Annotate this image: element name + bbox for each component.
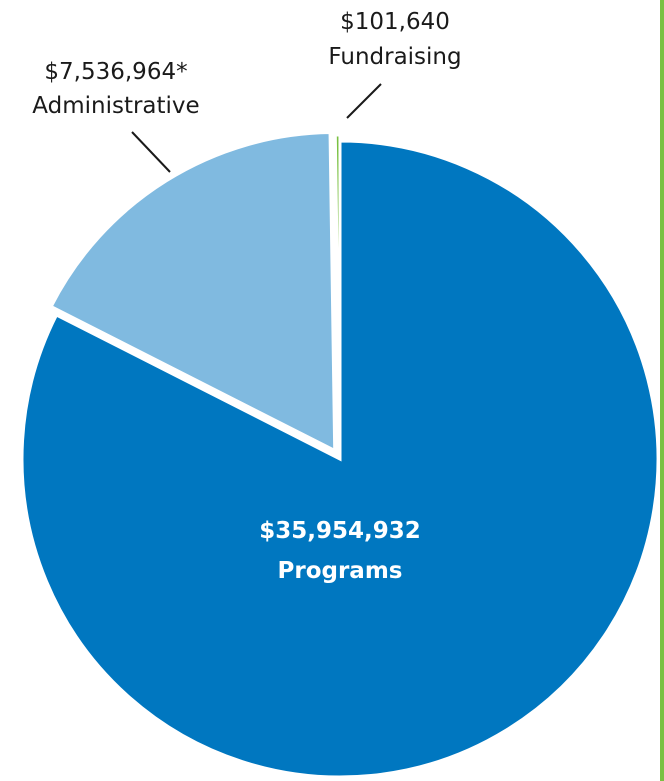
leader-lines xyxy=(131,83,382,173)
fundraising-category-label: Fundraising xyxy=(328,44,461,70)
fundraising-leader-line xyxy=(346,83,382,119)
right-accent-bar xyxy=(660,0,664,781)
fundraising-value-label: $101,640 xyxy=(340,9,450,35)
pie-slice-fundraising xyxy=(333,133,342,454)
administrative-leader-line xyxy=(131,131,171,173)
pie-slice-programs xyxy=(20,139,660,779)
programs-value-label: $35,954,932 xyxy=(259,518,421,544)
administrative-category-label: Administrative xyxy=(32,93,199,119)
administrative-value-label: $7,536,964* xyxy=(44,59,187,85)
pie-slices xyxy=(20,131,660,779)
pie-slice-administrative xyxy=(49,131,337,453)
programs-category-label: Programs xyxy=(278,558,403,584)
